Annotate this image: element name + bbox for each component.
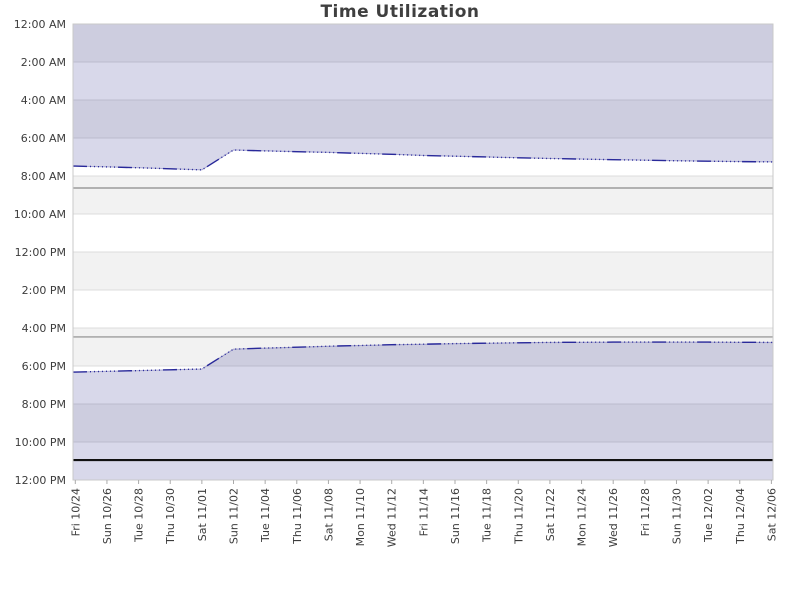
x-tick-label: Tue 11/04 [259, 488, 272, 543]
y-tick-label: 6:00 AM [21, 132, 66, 145]
y-tick-label: 2:00 PM [22, 284, 66, 297]
stripe-row [73, 138, 773, 176]
y-tick-label: 6:00 PM [22, 360, 66, 373]
stripe-row [73, 176, 773, 214]
x-tick-label: Wed 11/12 [386, 488, 399, 547]
y-tick-label: 10:00 PM [15, 436, 66, 449]
y-tick-label: 12:00 AM [14, 18, 66, 31]
x-tick-label: Sun 11/02 [228, 488, 241, 544]
x-tick-label: Sat 12/06 [765, 488, 778, 541]
x-tick-label: Fri 11/14 [417, 488, 430, 536]
x-tick-label: Mon 11/24 [576, 488, 589, 546]
stripe-row [73, 328, 773, 366]
x-tick-label: Thu 12/04 [734, 488, 747, 545]
x-tick-label: Sat 11/22 [544, 488, 557, 541]
stripe-row [73, 404, 773, 442]
x-tick-label: Sun 11/30 [671, 488, 684, 544]
stripe-row [73, 100, 773, 138]
x-tick-label: Wed 11/26 [607, 488, 620, 547]
stripe-row [73, 62, 773, 100]
x-tick-label: Mon 11/10 [354, 488, 367, 546]
chart-title: Time Utilization [320, 2, 480, 22]
y-tick-label: 10:00 AM [14, 208, 66, 221]
y-tick-label: 8:00 PM [22, 398, 66, 411]
y-tick-label: 12:00 PM [15, 246, 66, 259]
x-tick-label: Thu 10/30 [164, 488, 177, 545]
stripe-row [73, 24, 773, 62]
y-tick-label: 8:00 AM [21, 170, 66, 183]
x-tick-label: Fri 10/24 [69, 488, 82, 536]
y-tick-label: 4:00 AM [21, 94, 66, 107]
stripe-row [73, 214, 773, 252]
x-tick-label: Sun 11/16 [449, 488, 462, 544]
x-tick-label: Thu 11/20 [512, 488, 525, 545]
x-tick-label: Tue 12/02 [702, 488, 715, 543]
y-tick-label: 2:00 AM [21, 56, 66, 69]
y-tick-label: 4:00 PM [22, 322, 66, 335]
stripe-row [73, 366, 773, 404]
x-tick-label: Thu 11/06 [291, 488, 304, 545]
y-tick-label: 12:00 PM [15, 474, 66, 487]
x-tick-label: Tue 11/18 [481, 488, 494, 543]
stripe-row [73, 252, 773, 290]
x-tick-label: Sun 10/26 [101, 488, 114, 544]
stripe-row [73, 290, 773, 328]
night-region-morning [72, 23, 774, 171]
sunset-line [73, 341, 773, 373]
x-tick-label: Fri 11/28 [639, 488, 652, 536]
x-tick-label: Tue 10/28 [133, 488, 146, 543]
x-tick-label: Sat 11/01 [196, 488, 209, 541]
x-tick-label: Sat 11/08 [322, 488, 335, 541]
sunrise-line [73, 149, 773, 171]
